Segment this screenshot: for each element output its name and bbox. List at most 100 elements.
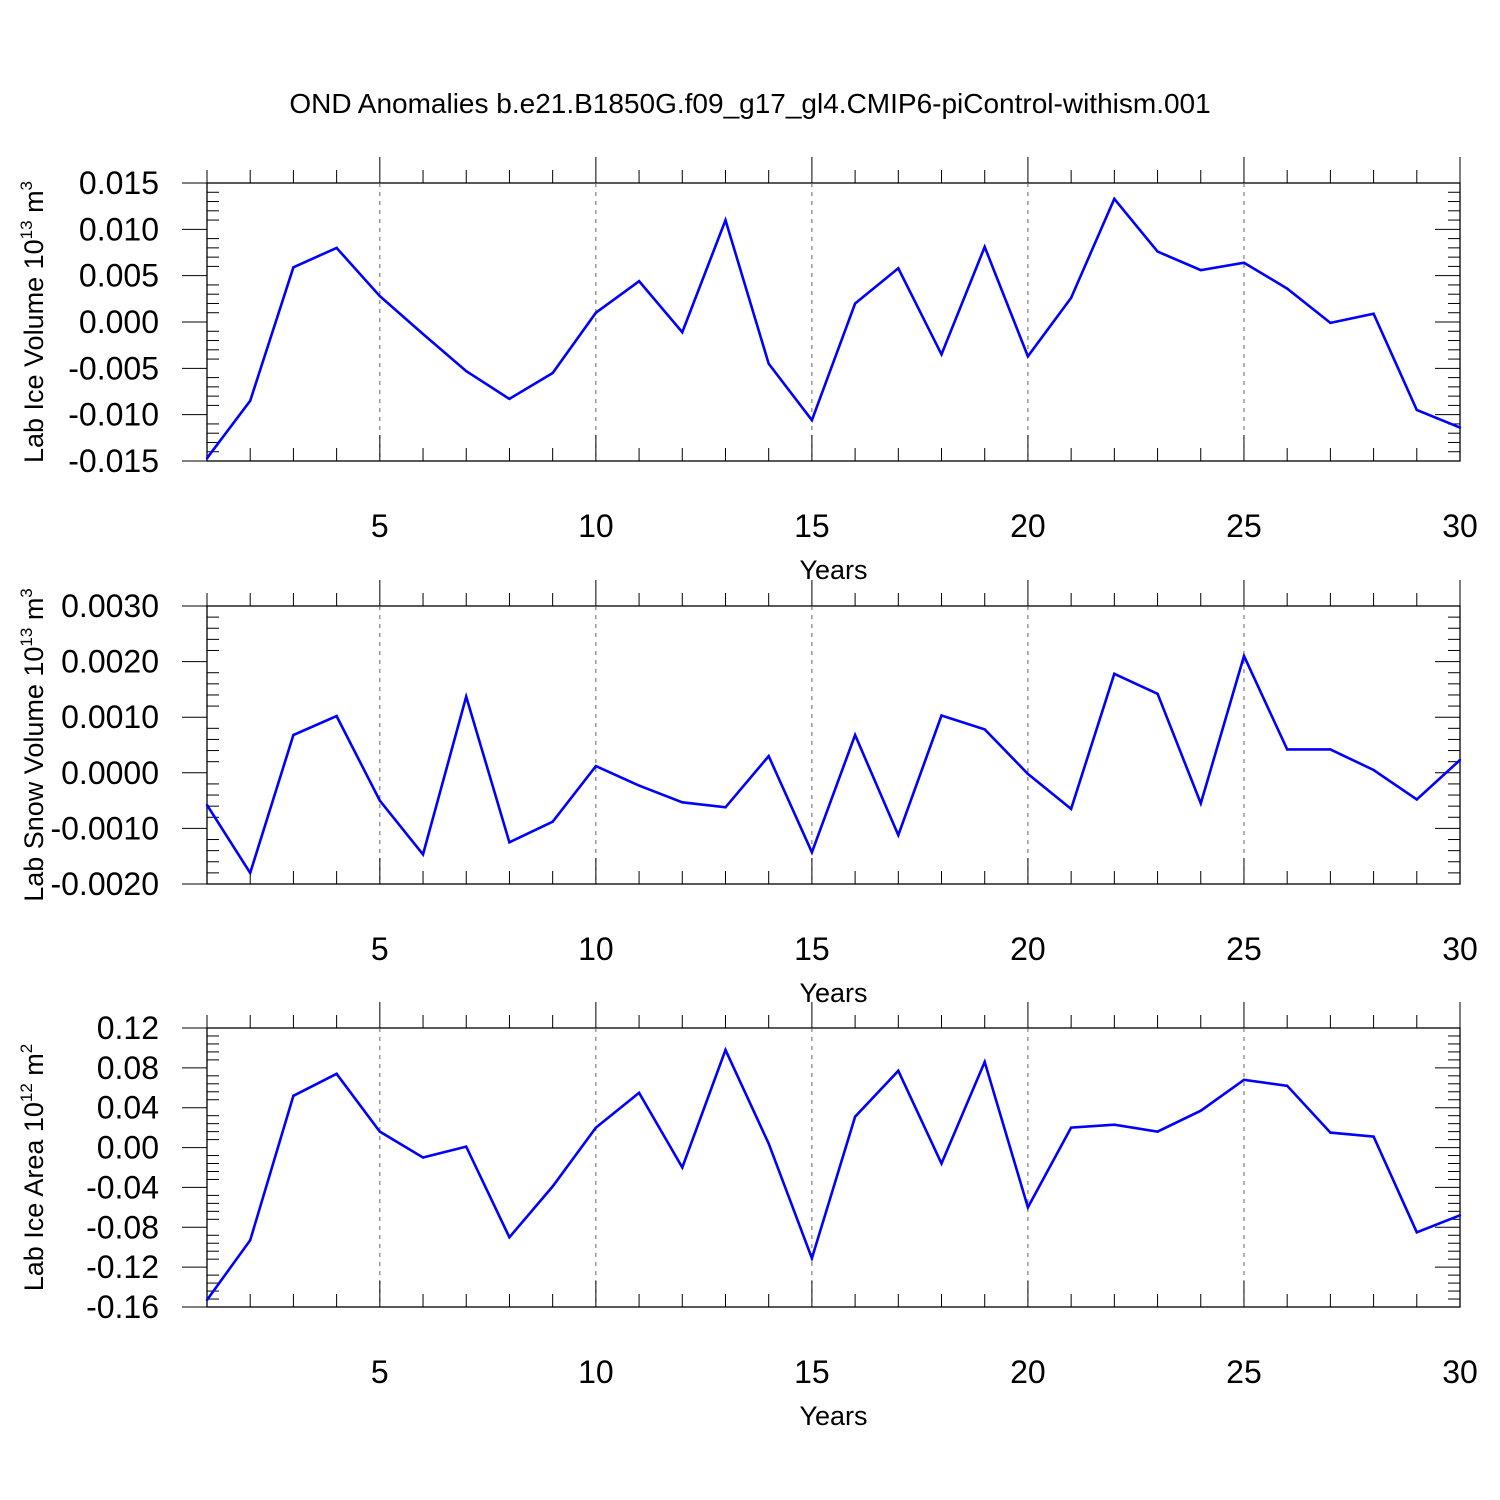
data-point [1372, 768, 1375, 772]
data-point [853, 733, 857, 737]
data-point [378, 1130, 382, 1133]
data-point [1372, 312, 1375, 315]
data-point [767, 362, 770, 365]
data-point [1199, 802, 1202, 805]
data-point [205, 457, 209, 460]
data-point [1285, 748, 1289, 751]
x-tick-label: 15 [794, 931, 830, 967]
y-tick-label: -0.010 [68, 397, 159, 433]
y-axis-label: Lab Ice Area 1012 m2 [17, 1044, 49, 1292]
x-tick-label: 30 [1442, 931, 1478, 967]
plot-panel-1: -0.015 -0.010 -0.005 0.000 0.005 0.010 0.015 5 1… [17, 157, 1478, 585]
data-point [551, 371, 554, 375]
x-tick-label: 30 [1442, 508, 1478, 544]
x-tick-label: 5 [371, 508, 389, 544]
x-tick-label: 25 [1226, 1354, 1262, 1390]
data-point [551, 1185, 554, 1188]
data-point [465, 1145, 468, 1148]
data-point [421, 1156, 425, 1159]
x-tick-label: 5 [371, 931, 389, 967]
y-tick-label: 0.0020 [61, 644, 159, 680]
data-point [983, 245, 986, 249]
data-point [1156, 692, 1159, 696]
data-point [940, 353, 943, 356]
y-tick-label: 0.04 [97, 1090, 159, 1126]
data-point [810, 851, 814, 854]
plot-panel-2: -0.0020 -0.0010 0.0000 0.0010 0.0020 0.0030 5 1… [17, 580, 1478, 1008]
x-tick-label: 15 [794, 508, 830, 544]
data-point [983, 1060, 986, 1064]
data-point [335, 714, 338, 718]
x-axis-label: Years [799, 978, 867, 1008]
data-point [249, 1239, 252, 1242]
data-point [897, 1069, 900, 1073]
data-point [508, 1236, 511, 1239]
data-point [1199, 268, 1202, 272]
data-point [1026, 355, 1030, 358]
data-point [681, 330, 684, 334]
data-point [853, 302, 857, 305]
data-point [1372, 1135, 1375, 1138]
plot-frame [206, 605, 1461, 885]
x-tick-label: 20 [1010, 1354, 1046, 1390]
data-point [292, 266, 295, 269]
data-point [378, 799, 382, 802]
data-point [1069, 1126, 1073, 1129]
x-tick-label: 25 [1226, 931, 1262, 967]
data-point [1242, 261, 1246, 264]
data-point [897, 267, 900, 270]
data-point [378, 294, 382, 298]
y-tick-label: 0.0030 [61, 588, 159, 624]
data-point [637, 1091, 641, 1094]
data-point [508, 397, 511, 401]
data-point [292, 1094, 295, 1097]
y-tick-label: 0.0000 [61, 755, 159, 791]
data-point [767, 1142, 770, 1145]
x-tick-label: 30 [1442, 1354, 1478, 1390]
data-point [1329, 1131, 1332, 1134]
y-tick-label: 0.0010 [61, 699, 159, 735]
x-tick-label: 10 [578, 1354, 614, 1390]
data-point [1242, 654, 1246, 658]
data-point [1458, 426, 1462, 429]
x-tick-label: 20 [1010, 931, 1046, 967]
x-axis-label: Years [799, 1401, 867, 1431]
y-tick-label: 0.005 [79, 258, 159, 294]
data-point [508, 841, 511, 844]
data-point [853, 1115, 857, 1118]
data-point [1415, 408, 1418, 412]
data-point [205, 803, 209, 807]
y-axis-label: Lab Snow Volume 1013 m3 [17, 588, 49, 902]
data-point [724, 1048, 727, 1052]
data-point [335, 246, 338, 250]
data-point [249, 871, 252, 875]
data-point [1329, 321, 1332, 325]
data-point [1458, 1214, 1462, 1217]
x-axis-label: Years [799, 555, 867, 585]
data-point [205, 1298, 209, 1302]
data-point [465, 369, 468, 373]
data-point [1113, 197, 1116, 200]
data-point [897, 833, 900, 837]
x-tick-label: 10 [578, 931, 614, 967]
data-point [1026, 772, 1030, 776]
chart-title: OND Anomalies b.e21.B1850G.f09_g17_gl4.C… [289, 88, 1211, 119]
data-point [767, 754, 770, 758]
x-tick-label: 15 [794, 1354, 830, 1390]
data-point [594, 311, 598, 314]
data-point [724, 218, 727, 222]
data-point [724, 806, 727, 809]
data-point [810, 419, 814, 422]
data-point [1285, 1084, 1289, 1087]
data-point [1156, 250, 1159, 253]
y-tick-label: 0.08 [97, 1050, 159, 1086]
data-point [594, 764, 598, 768]
plot-panel-3: -0.16 -0.12 -0.08 -0.040.00 0.04 0.08 0.12 5 10 1… [17, 1002, 1478, 1431]
data-point [983, 728, 986, 731]
data-point [594, 1126, 598, 1129]
data-point [421, 853, 425, 856]
data-point [1113, 1123, 1116, 1126]
data-point [1069, 807, 1073, 811]
y-tick-label: -0.08 [86, 1209, 159, 1245]
data-point [1458, 758, 1462, 762]
